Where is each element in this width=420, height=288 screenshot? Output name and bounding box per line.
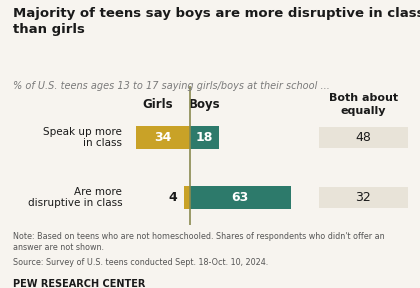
Text: 18: 18 xyxy=(196,131,213,144)
Bar xyxy=(190,186,291,209)
Text: Girls: Girls xyxy=(143,98,173,111)
FancyBboxPatch shape xyxy=(319,127,407,148)
Text: Both about
equally: Both about equally xyxy=(329,93,398,115)
FancyBboxPatch shape xyxy=(319,187,407,208)
Text: 63: 63 xyxy=(231,191,249,204)
Text: 4: 4 xyxy=(168,191,177,204)
Bar xyxy=(184,186,190,209)
Text: Boys: Boys xyxy=(189,98,221,111)
Text: 34: 34 xyxy=(154,131,172,144)
Text: 48: 48 xyxy=(355,131,371,144)
Text: Are more
disruptive in class: Are more disruptive in class xyxy=(28,187,122,209)
Bar xyxy=(190,126,219,149)
Text: % of U.S. teens ages 13 to 17 saying girls/boys at their school ...: % of U.S. teens ages 13 to 17 saying gir… xyxy=(13,81,329,91)
Text: Note: Based on teens who are not homeschooled. Shares of respondents who didn't : Note: Based on teens who are not homesch… xyxy=(13,232,384,252)
Text: 32: 32 xyxy=(355,191,371,204)
Text: Speak up more
in class: Speak up more in class xyxy=(43,127,122,148)
Text: PEW RESEARCH CENTER: PEW RESEARCH CENTER xyxy=(13,279,145,288)
Text: Majority of teens say boys are more disruptive in class
than girls: Majority of teens say boys are more disr… xyxy=(13,7,420,36)
Text: Source: Survey of U.S. teens conducted Sept. 18-Oct. 10, 2024.: Source: Survey of U.S. teens conducted S… xyxy=(13,258,268,267)
Bar xyxy=(136,126,190,149)
